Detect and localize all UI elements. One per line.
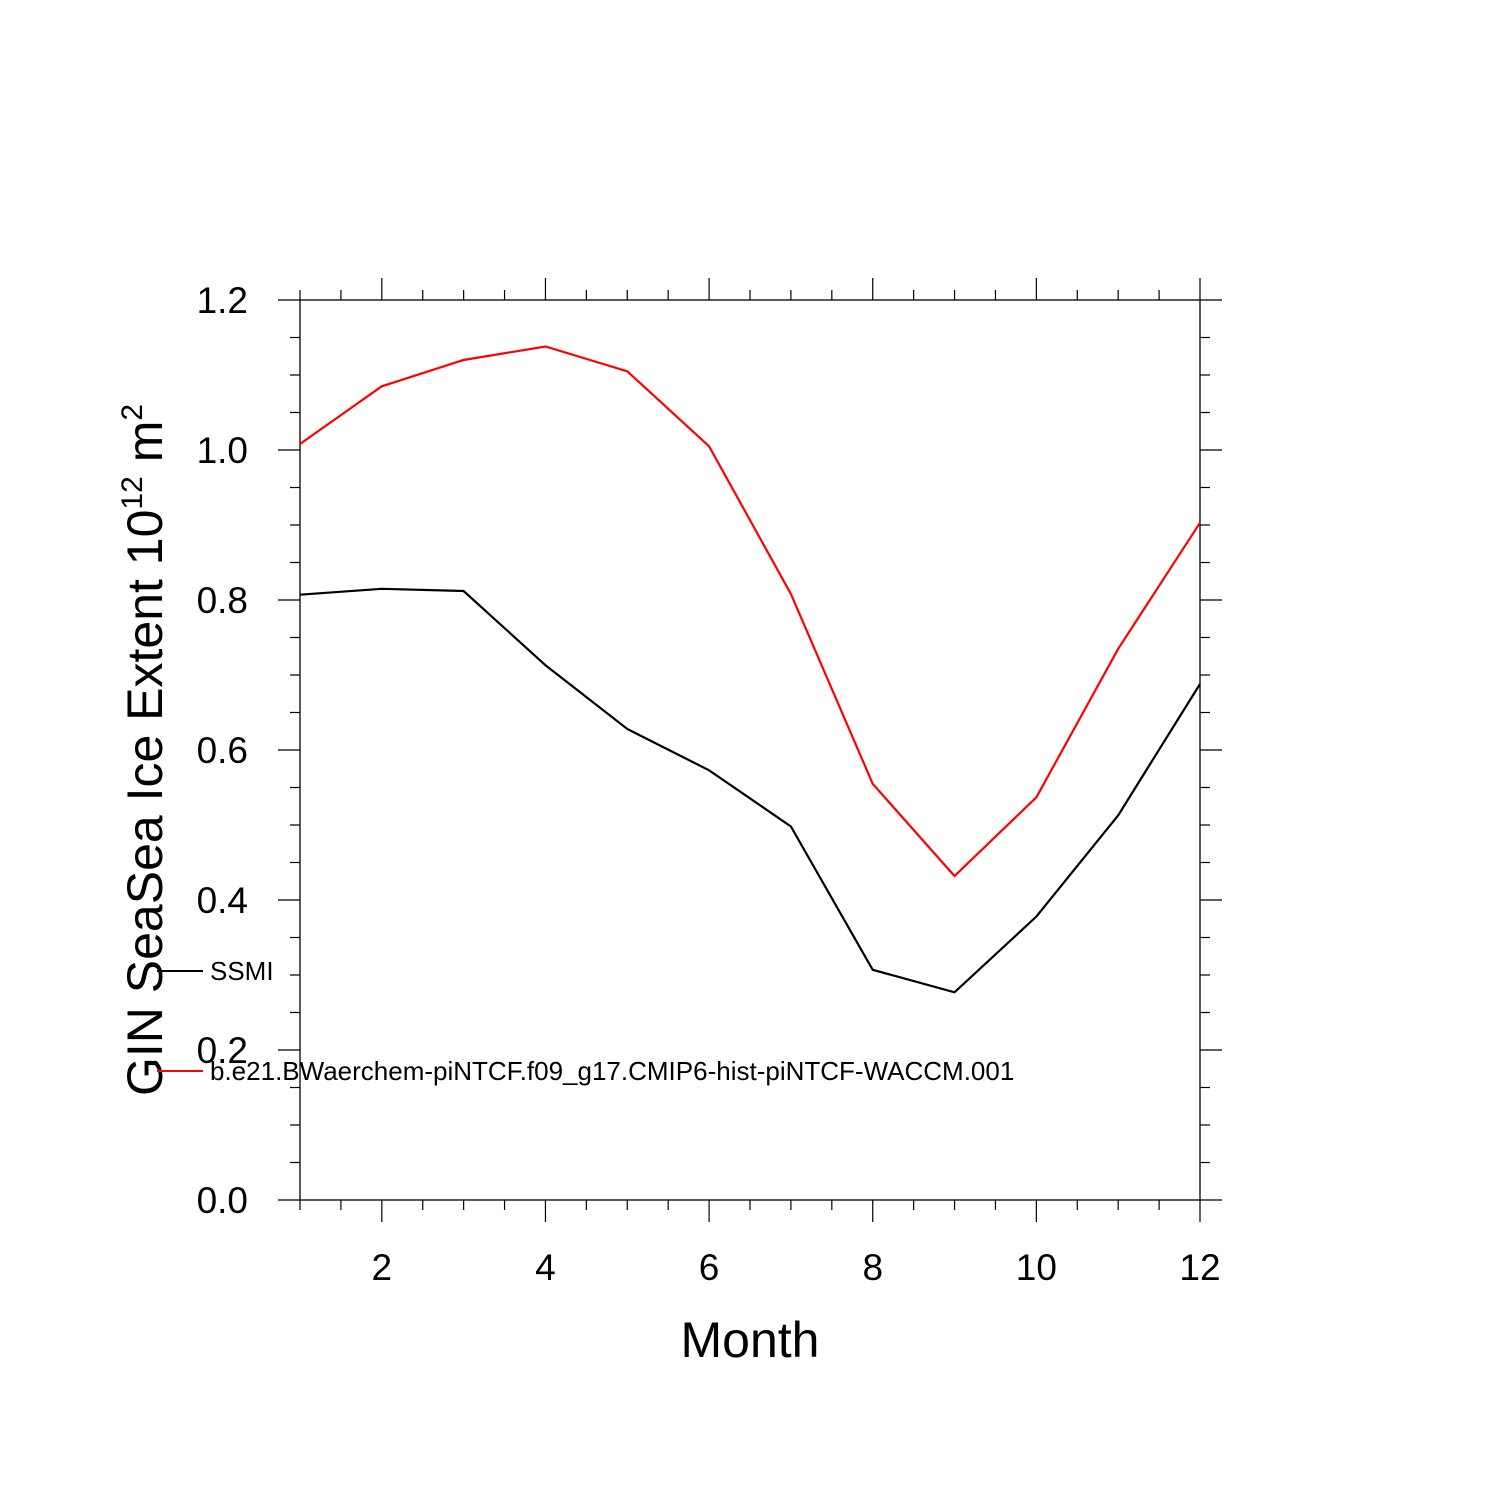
y-tick-label: 1.0 [197, 430, 248, 471]
axis-ticks [278, 278, 1222, 1222]
tick-labels: 2 4 6 8 10 12 0.0 0.2 0.4 0.6 0.8 1.0 1.2 [197, 280, 1221, 1288]
x-tick-label: 6 [699, 1247, 720, 1288]
x-tick-label: 2 [372, 1247, 393, 1288]
y-axis-title-exponent: 12 [116, 476, 149, 509]
x-tick-label: 4 [535, 1247, 556, 1288]
series-line-ssmi [299, 587, 1201, 994]
legend-label-model: b.e21.BWaerchem-piNTCF.f09_g17.CMIP6-his… [210, 1056, 1014, 1086]
y-tick-label: 0.8 [197, 580, 248, 621]
series-line-model [299, 345, 1201, 878]
y-tick-label: 0.4 [197, 880, 248, 921]
y-tick-label: 0.0 [197, 1180, 248, 1221]
x-axis-title: Month [681, 1312, 820, 1368]
y-axis-title: GIN SeaSea Ice Extent 1012 m2 [116, 404, 173, 1096]
y-tick-label: 0.6 [197, 730, 248, 771]
y-tick-label: 1.2 [197, 280, 248, 321]
y-axis-title-unit: m [117, 421, 173, 477]
series-lines [299, 345, 1201, 994]
x-tick-label: 10 [1016, 1247, 1057, 1288]
x-tick-label: 8 [862, 1247, 883, 1288]
y-axis-title-unit-exponent: 2 [116, 404, 149, 421]
legend: SSMI b.e21.BWaerchem-piNTCF.f09_g17.CMIP… [157, 956, 1014, 1086]
legend-label-ssmi: SSMI [210, 956, 274, 986]
y-axis-title-base: GIN SeaSea Ice Extent 10 [117, 510, 173, 1096]
y-tick-label: 0.2 [197, 1030, 248, 1071]
x-tick-label: 12 [1179, 1247, 1220, 1288]
